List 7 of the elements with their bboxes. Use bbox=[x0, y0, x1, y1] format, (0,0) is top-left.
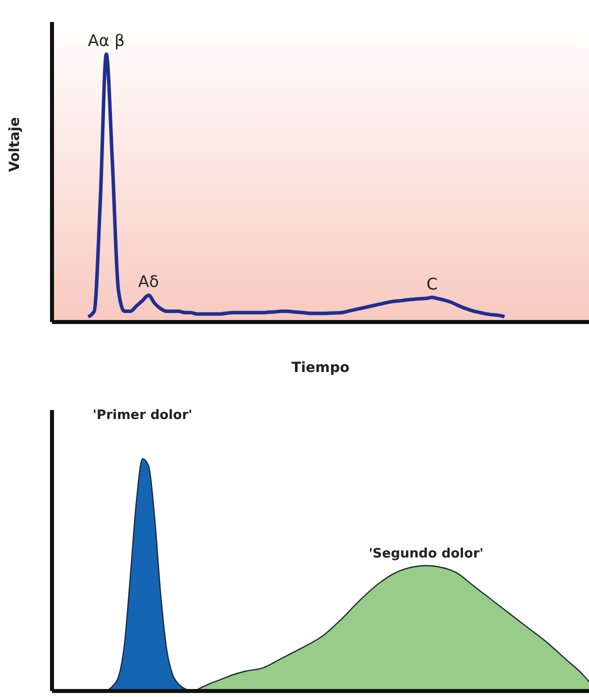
annotation: Aδ bbox=[138, 272, 159, 292]
annotation: Aα β bbox=[88, 31, 125, 50]
y-axis-title: Voltaje bbox=[6, 117, 23, 172]
annotation: C bbox=[426, 274, 438, 294]
x-axis-title: Tiempo bbox=[291, 360, 350, 376]
annotation: 'Segundo dolor' bbox=[368, 546, 484, 562]
annotation: 'Primer dolor' bbox=[92, 408, 192, 423]
